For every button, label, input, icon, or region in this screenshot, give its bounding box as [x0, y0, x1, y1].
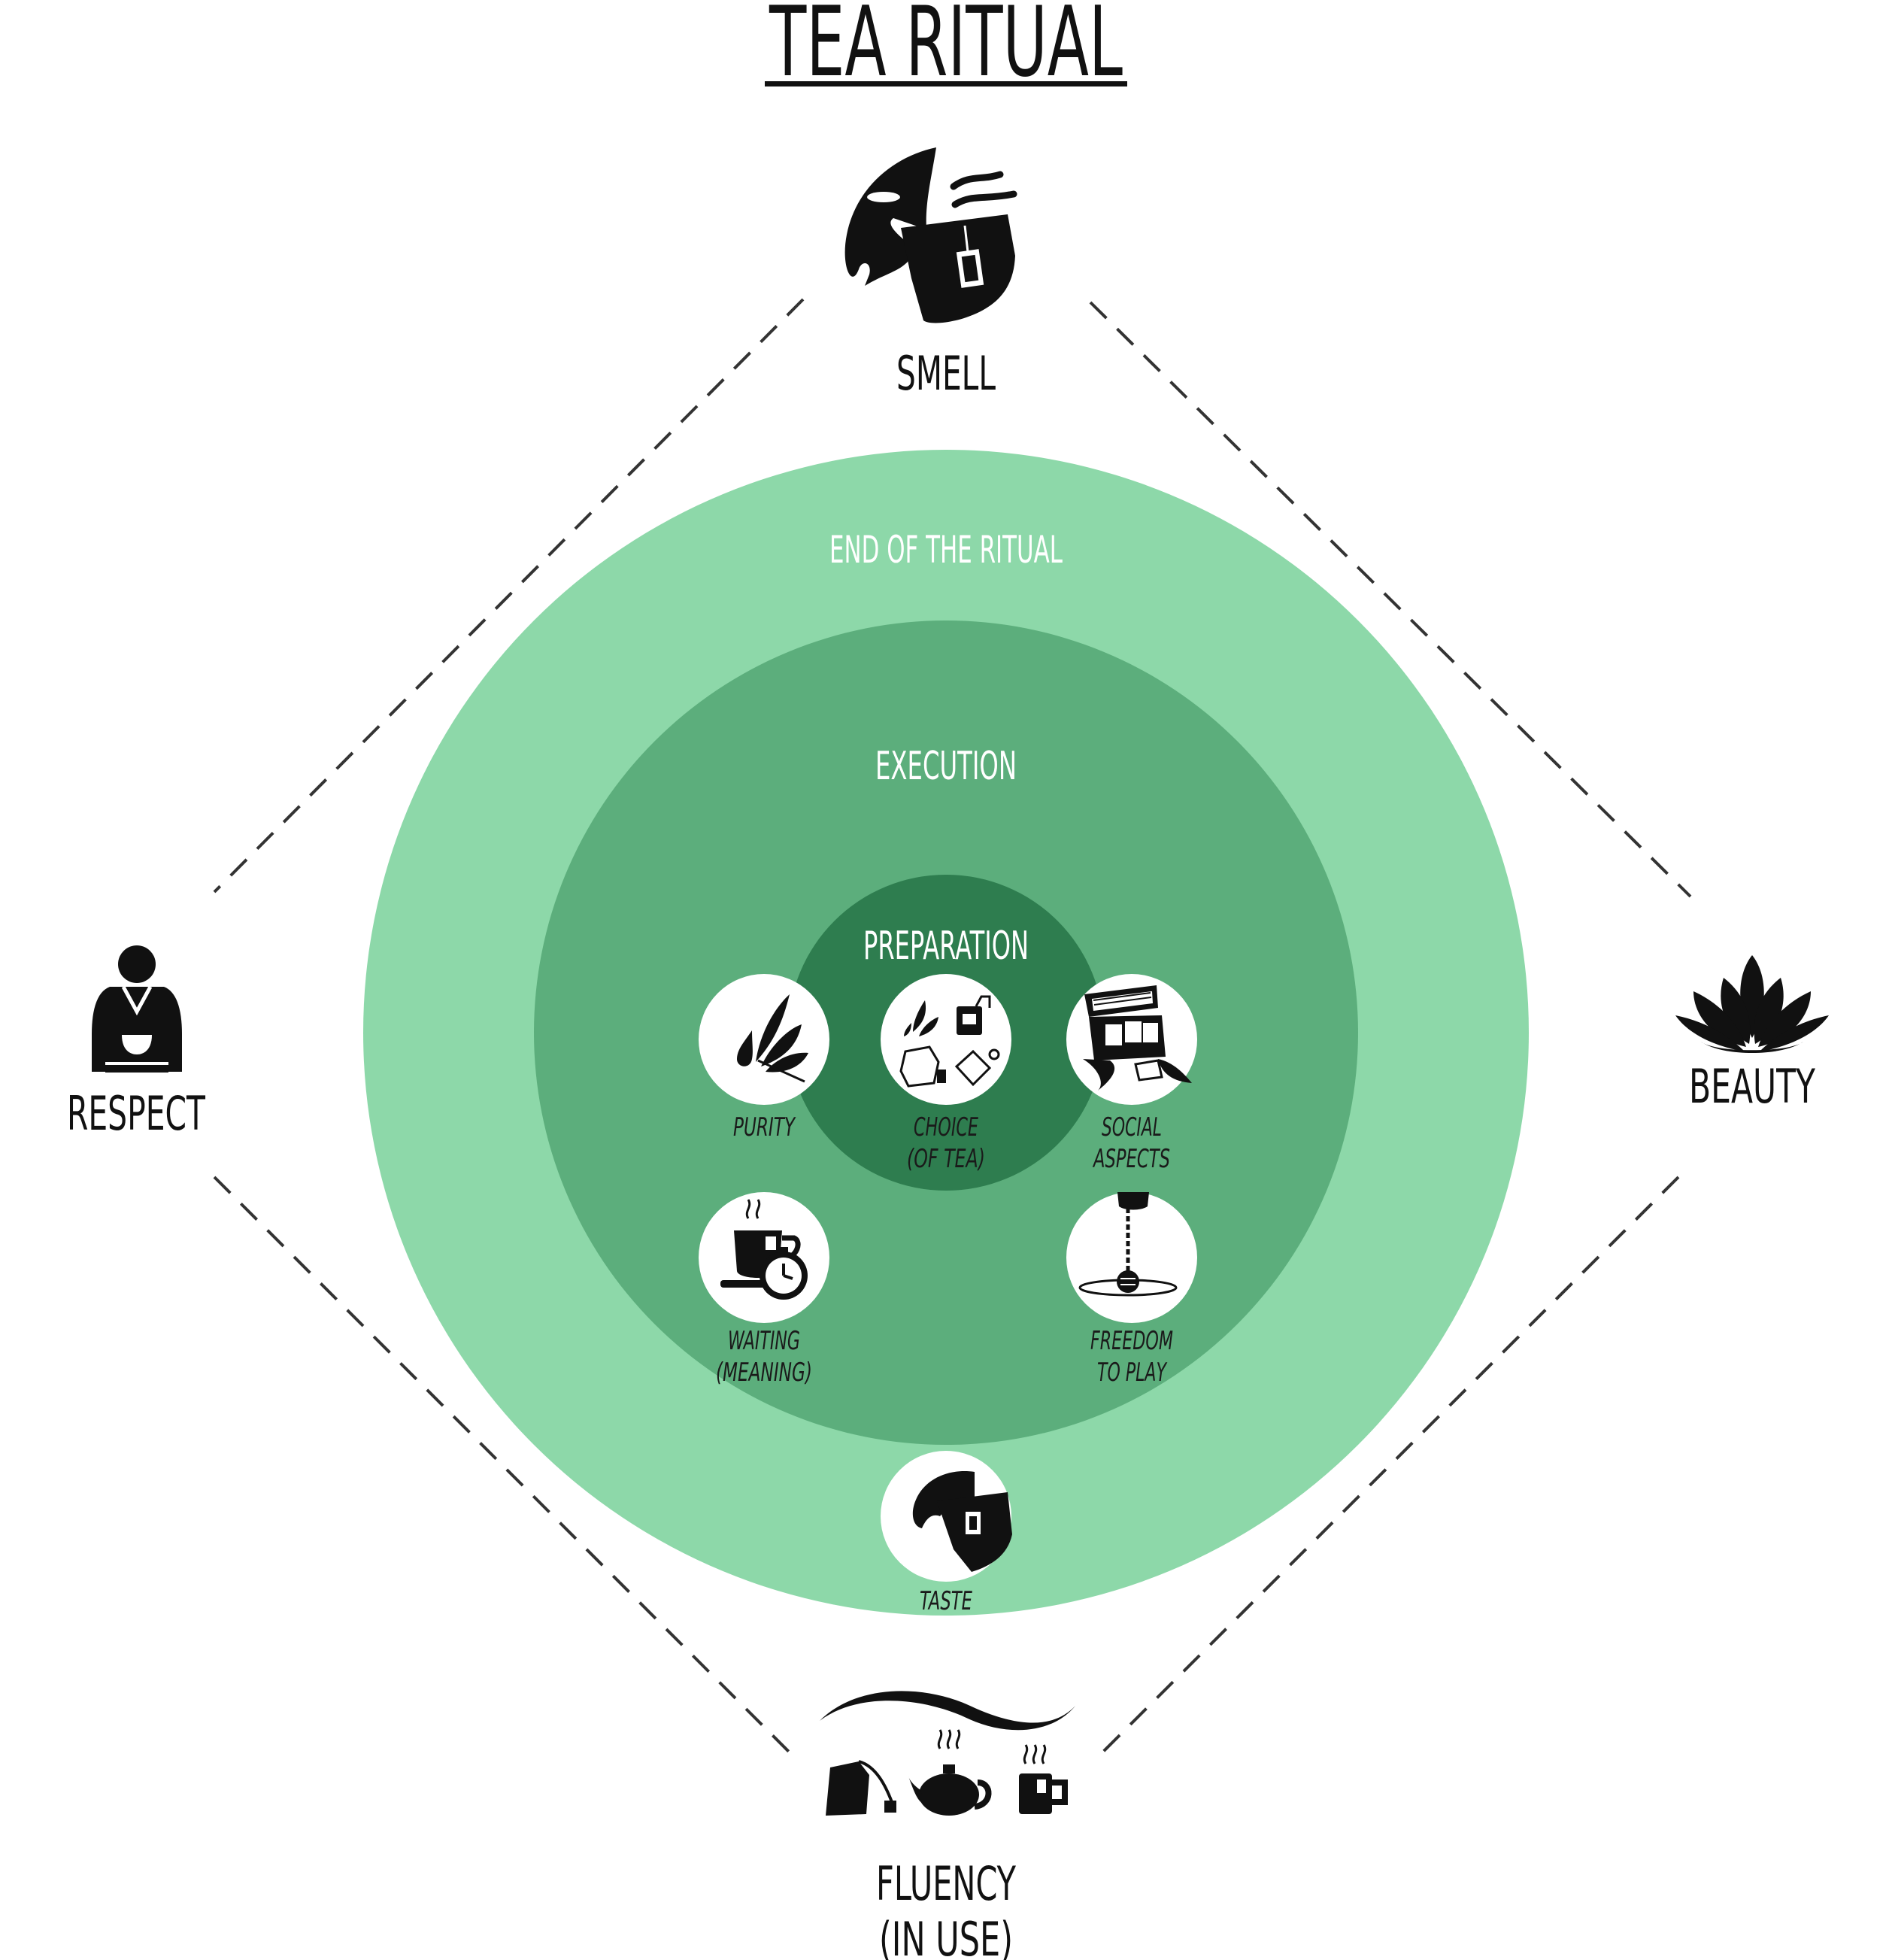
caption-taste: TASTE — [920, 1586, 972, 1616]
freedom-badge — [1066, 1192, 1197, 1323]
item-freedom: FREEDOM TO PLAY — [1066, 1192, 1197, 1388]
tea-box-icon — [1083, 985, 1192, 1091]
caption-waiting: WAITING — [728, 1326, 800, 1356]
item-social: SOCIAL ASPECTS — [1066, 974, 1197, 1174]
connector-bottom-right — [1093, 1176, 1680, 1761]
connector-bottom-left — [213, 1176, 799, 1761]
connector-top-left — [213, 298, 805, 894]
label-fluency: FLUENCY — [876, 1856, 1016, 1911]
ring-label-execution: EXECUTION — [875, 744, 1017, 789]
label-smell: SMELL — [896, 346, 996, 401]
cup-timer-icon — [720, 1199, 808, 1300]
smell-icon — [844, 147, 1017, 323]
item-taste: TASTE — [881, 1451, 1012, 1616]
tea-types-icon — [899, 995, 1000, 1088]
label-beauty: BEAUTY — [1689, 1059, 1815, 1114]
ring-label-end-of-ritual: END OF THE RITUAL — [829, 528, 1063, 572]
tea-infuser-icon — [1078, 1192, 1178, 1297]
lotus-icon — [1675, 955, 1829, 1053]
caption-freedom: FREEDOM — [1090, 1326, 1173, 1356]
caption-waiting-meaning: (MEANING) — [716, 1358, 812, 1388]
connector-top-right — [1089, 301, 1692, 898]
choice-badge — [881, 974, 1011, 1105]
caption-choice: CHOICE — [914, 1112, 978, 1142]
caption-social-aspects: ASPECTS — [1093, 1144, 1170, 1174]
caption-social: SOCIAL — [1102, 1112, 1162, 1142]
label-fluency-in-use: (IN USE) — [879, 1912, 1013, 1960]
dashed-connectors — [213, 298, 1692, 1761]
caption-choice-of-tea: (OF TEA) — [907, 1144, 985, 1174]
label-respect: RESPECT — [67, 1086, 206, 1141]
leaf-drop-icon — [737, 994, 808, 1083]
tea-utensils-icon — [820, 1691, 1075, 1816]
title-underline — [765, 81, 1127, 86]
item-waiting: WAITING (MEANING) — [699, 1192, 829, 1388]
caption-purity: PURITY — [733, 1112, 796, 1142]
person-holding-cup-icon — [92, 945, 182, 1077]
ring-label-preparation: PREPARATION — [863, 924, 1029, 969]
item-purity: PURITY — [699, 974, 829, 1142]
item-choice: CHOICE (OF TEA) — [881, 974, 1011, 1174]
taste-icon — [912, 1471, 1012, 1572]
caption-freedom-to-play: TO PLAY — [1097, 1358, 1167, 1388]
